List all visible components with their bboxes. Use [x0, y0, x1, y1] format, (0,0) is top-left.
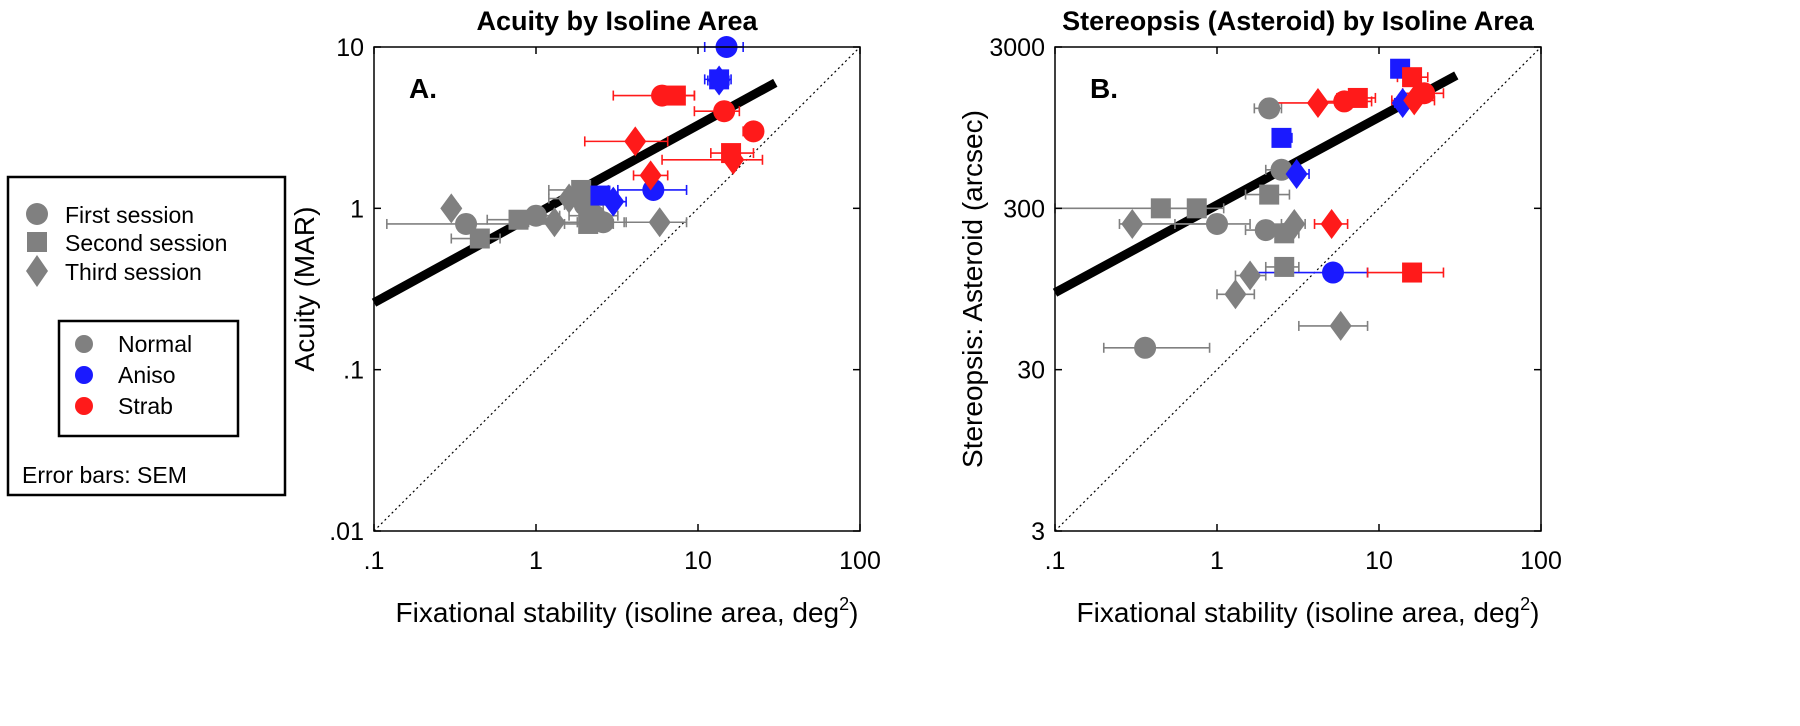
- legend-label-second-session: Second session: [65, 230, 227, 256]
- regression-line: [1052, 71, 1459, 297]
- data-point-aniso-diamond: [1285, 158, 1308, 189]
- axes-frame: [373, 46, 861, 532]
- data-point-normal-diamond: [558, 183, 581, 214]
- data-point-normal-circle: [525, 204, 547, 227]
- x-tick-label: .1: [364, 547, 385, 575]
- chart-panel-stereopsis: Stereopsis (Asteroid) by Isoline Area .1 1…: [957, 6, 1562, 628]
- data-point-aniso-circle: [1321, 261, 1344, 284]
- legend-label-first-session: First session: [65, 202, 194, 228]
- identity-line: [373, 46, 861, 532]
- data-point-normal-circle: [1134, 336, 1157, 359]
- y-tick-label: .01: [329, 518, 364, 546]
- legend-marker-aniso: [75, 366, 93, 384]
- data-point-strab-square: [665, 85, 686, 106]
- x-axis-label: Fixational stability (isoline area, deg2…: [1077, 594, 1540, 628]
- x-tick-label: 100: [839, 547, 881, 575]
- data-point-normal-square: [1186, 198, 1207, 219]
- data-point-normal-diamond: [543, 207, 566, 238]
- data-point-strab-diamond: [1320, 208, 1343, 239]
- y-tick-label: 30: [1017, 357, 1045, 385]
- data-point-normal-diamond: [440, 193, 463, 224]
- y-tick-label: 3: [1031, 518, 1045, 546]
- x-tick-label: .1: [1045, 547, 1066, 575]
- x-tick-label: 100: [1520, 547, 1562, 575]
- legend-label-normal: Normal: [118, 331, 192, 357]
- x-axis-label-close: ): [1530, 597, 1539, 628]
- data-point-strab-square: [1402, 262, 1423, 283]
- data-point-normal-diamond: [1224, 279, 1247, 310]
- panel-label: A.: [409, 73, 437, 104]
- y-tick-label: 300: [1003, 195, 1045, 223]
- x-tick-label: 10: [684, 547, 712, 575]
- data-point-strab-circle: [742, 120, 765, 143]
- legend-marker-normal: [75, 335, 93, 353]
- data-point-normal-diamond: [1121, 208, 1144, 239]
- x-axis-label-superscript: 2: [839, 594, 849, 614]
- y-tick-label: 1: [350, 195, 364, 223]
- data-point-normal-circle: [1206, 212, 1228, 235]
- data-point-strab-diamond: [1306, 87, 1329, 118]
- legend-label-strab: Strab: [118, 393, 173, 419]
- chart-panel-acuity: Acuity by Isoline Area.1 1 10 100.01.1110A.…: [289, 6, 881, 628]
- data-point-strab-diamond: [1403, 85, 1426, 116]
- y-axis-label: Acuity (MAR): [289, 207, 320, 372]
- legend-marker-strab: [75, 397, 93, 415]
- data-point-normal-diamond: [648, 207, 671, 238]
- legend: First session Second session Third sessi…: [6, 175, 287, 497]
- data-point-strab-diamond: [722, 144, 745, 175]
- data-point-strab-diamond: [624, 126, 647, 157]
- data-point-normal-circle: [1258, 97, 1281, 120]
- chart-title: Acuity by Isoline Area: [476, 6, 758, 36]
- data-point-aniso-square: [1271, 127, 1292, 148]
- data-point-normal-diamond: [1329, 310, 1352, 341]
- data-point-normal-square: [469, 228, 490, 249]
- legend-error-note: Error bars: SEM: [22, 462, 187, 488]
- x-axis-label: Fixational stability (isoline area, deg2…: [396, 594, 859, 628]
- data-point-strab-square: [1347, 87, 1368, 108]
- data-point-normal-diamond: [1283, 208, 1306, 239]
- x-tick-label: 1: [1210, 547, 1224, 575]
- legend-marker-third-session: [26, 255, 48, 287]
- data-point-strab-square: [1402, 67, 1423, 88]
- x-axis-label-close: ): [849, 597, 858, 628]
- identity-line: [1054, 46, 1542, 532]
- axes-frame: [1054, 46, 1542, 532]
- data-point-aniso-diamond: [602, 186, 625, 217]
- x-axis-label-superscript: 2: [1520, 594, 1530, 614]
- data-point-normal-diamond: [1239, 260, 1262, 291]
- data-point-strab-circle: [713, 100, 736, 123]
- x-tick-label: 10: [1365, 547, 1393, 575]
- data-point-normal-circle: [1254, 219, 1277, 242]
- legend-marker-first-session: [26, 203, 48, 225]
- x-axis-label-text: Fixational stability (isoline area, deg: [1077, 597, 1521, 628]
- x-tick-label: 1: [529, 547, 543, 575]
- x-axis-label-text: Fixational stability (isoline area, deg: [396, 597, 840, 628]
- legend-marker-second-session: [27, 232, 47, 252]
- y-axis-label: Stereopsis: Asteroid (arcsec): [957, 110, 988, 468]
- data-point-normal-square: [508, 209, 529, 230]
- data-point-normal-square: [1274, 256, 1295, 277]
- data-point-strab-diamond: [639, 160, 662, 191]
- chart-title: Stereopsis (Asteroid) by Isoline Area: [1062, 6, 1535, 36]
- y-tick-label: .1: [343, 357, 364, 385]
- legend-label-aniso: Aniso: [118, 362, 176, 388]
- data-point-normal-square: [1150, 198, 1171, 219]
- data-point-aniso-diamond: [708, 65, 731, 96]
- y-tick-label: 3000: [989, 34, 1045, 62]
- panel-label: B.: [1090, 73, 1118, 104]
- data-point-normal-square: [1259, 184, 1280, 205]
- legend-label-third-session: Third session: [65, 259, 202, 285]
- data-point-normal-square: [578, 213, 599, 234]
- y-tick-label: 10: [336, 34, 364, 62]
